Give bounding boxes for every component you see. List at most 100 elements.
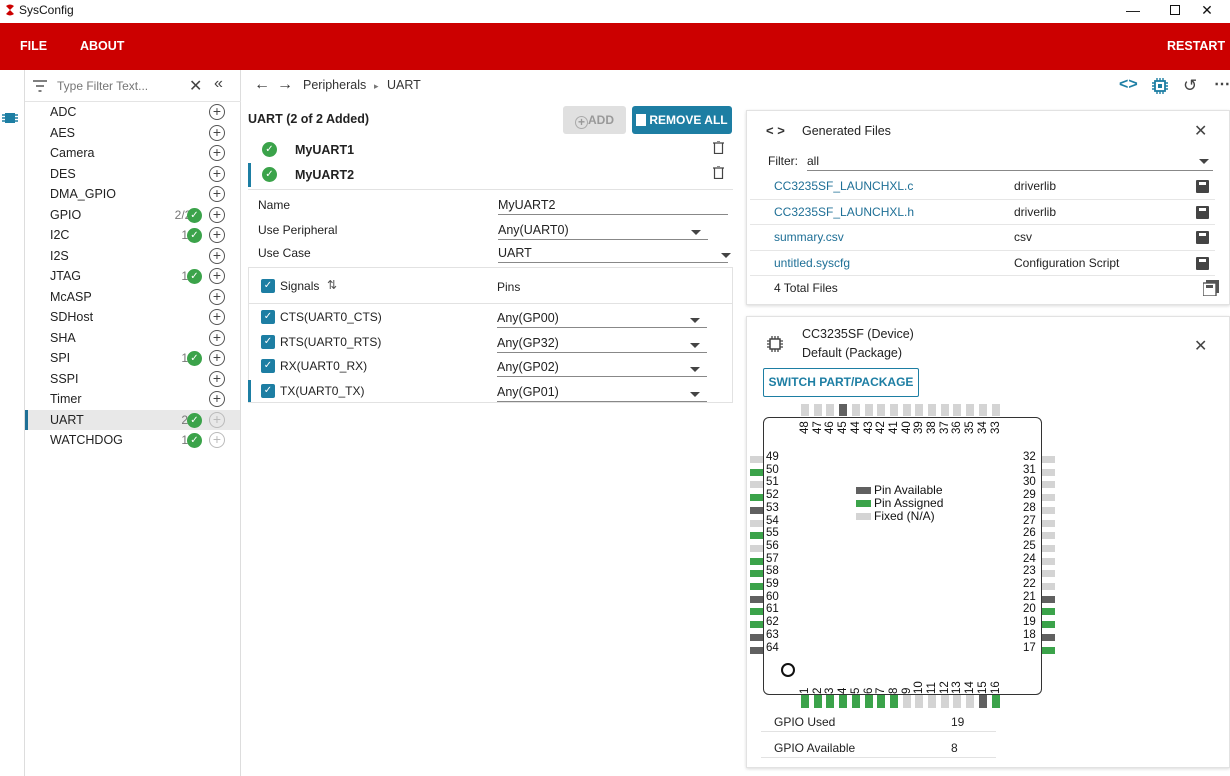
menu-about[interactable]: ABOUT <box>80 39 125 53</box>
add-button-label: ADD <box>588 113 614 127</box>
trash-icon <box>636 114 647 126</box>
instance-row-selected[interactable]: ✓ MyUART2 <box>248 163 733 187</box>
sidebar-item-jtag[interactable]: JTAG1/1✓+ <box>25 266 240 287</box>
switch-part-package-button[interactable]: SWITCH PART/PACKAGE <box>763 368 919 397</box>
sidebar-item-sspi[interactable]: SSPI + <box>25 369 240 390</box>
add-module-icon[interactable]: + <box>209 329 225 346</box>
delete-instance-icon[interactable] <box>713 163 724 187</box>
usecase-select[interactable]: UART <box>498 246 728 263</box>
sidebar-item-aes[interactable]: AES + <box>25 123 240 144</box>
sidebar-item-timer[interactable]: Timer + <box>25 389 240 410</box>
sidebar-item-des[interactable]: DES + <box>25 164 240 185</box>
save-file-icon[interactable] <box>1196 205 1209 219</box>
signal-checkbox[interactable]: ✓ <box>261 359 275 373</box>
filter-input[interactable] <box>57 78 177 94</box>
signal-checkbox[interactable]: ✓ <box>261 334 275 349</box>
file-row[interactable]: summary.csv csv <box>750 225 1215 251</box>
sidebar-item-spi[interactable]: SPI1/1✓+ <box>25 348 240 369</box>
remove-all-button[interactable]: REMOVE ALL <box>632 106 732 134</box>
sort-icon[interactable]: ⇅ <box>327 278 338 292</box>
add-module-icon[interactable]: + <box>209 227 225 243</box>
pin-select[interactable]: Any(GP01) <box>497 385 707 402</box>
close-panel-icon[interactable]: ✕ <box>1194 338 1208 355</box>
add-module-icon[interactable]: + <box>209 247 225 264</box>
signal-checkbox[interactable]: ✓ <box>261 383 275 398</box>
close-panel-icon[interactable]: ✕ <box>1194 123 1208 140</box>
name-field[interactable]: MyUART2 <box>498 198 728 215</box>
add-button: + ADD <box>563 106 626 134</box>
pin-select[interactable]: Any(GP02) <box>497 360 707 377</box>
breadcrumb-peripherals[interactable]: Peripherals <box>303 78 367 92</box>
remove-all-label: REMOVE ALL <box>649 113 728 127</box>
add-module-icon[interactable]: + <box>209 145 225 161</box>
back-arrow-icon[interactable]: ← <box>254 76 270 93</box>
sidebar-item-i2s[interactable]: I2S + <box>25 246 240 267</box>
add-module-icon[interactable]: + <box>209 124 225 141</box>
window-title: SysConfig <box>19 3 74 17</box>
generated-files-panel: < > Generated Files ✕ Filter: all CC3235… <box>746 110 1230 305</box>
add-module-icon[interactable]: + <box>209 268 225 284</box>
chip-view-icon[interactable] <box>2 110 18 129</box>
pin-select[interactable]: Any(GP00) <box>497 311 707 328</box>
close-window-button[interactable]: ✕ <box>1201 2 1213 18</box>
divider <box>248 189 733 190</box>
menu-file[interactable]: FILE <box>20 39 48 53</box>
save-file-icon[interactable] <box>1196 231 1209 244</box>
save-file-icon[interactable] <box>1196 256 1209 270</box>
delete-instance-icon[interactable] <box>713 138 724 162</box>
signal-name: RTS(UART0_RTS) <box>280 334 382 349</box>
module-header: UART (2 of 2 Added) <box>248 112 370 126</box>
collapse-sidebar-icon[interactable]: « <box>214 75 223 92</box>
add-module-icon[interactable]: + <box>209 165 225 182</box>
save-all-icon[interactable] <box>1202 280 1219 299</box>
instance-row[interactable]: ✓ MyUART1 <box>248 138 733 162</box>
sidebar-item-uart[interactable]: UART2/2✓+ <box>25 409 240 430</box>
save-file-icon[interactable] <box>1196 180 1209 193</box>
device-panel: CC3235SF (Device) Default (Package) ✕ SW… <box>746 316 1230 768</box>
file-filter-select[interactable]: all <box>807 154 1213 171</box>
forward-arrow-icon[interactable]: → <box>277 76 293 93</box>
add-module-icon[interactable]: + <box>209 104 225 120</box>
chevron-down-icon <box>690 342 700 348</box>
device-name: CC3235SF (Device) <box>802 327 914 341</box>
signal-row: ✓ CTS(UART0_CTS) Any(GP00) <box>249 306 732 330</box>
sidebar-item-gpio[interactable]: GPIO2/27✓+ <box>25 205 240 226</box>
add-module-icon[interactable]: + <box>209 288 225 305</box>
signals-header-label: Signals <box>280 279 320 293</box>
device-view-icon[interactable] <box>1151 77 1169 98</box>
sidebar-item-dma_gpio[interactable]: DMA_GPIO + <box>25 184 240 205</box>
sidebar-item-mcasp[interactable]: McASP + <box>25 287 240 308</box>
restart-button[interactable]: RESTART <box>1167 39 1226 53</box>
file-link[interactable]: CC3235SF_LAUNCHXL.h <box>774 204 915 219</box>
code-view-icon[interactable]: <> <box>1119 76 1138 93</box>
sidebar-item-sdhost[interactable]: SDHost + <box>25 307 240 328</box>
more-options-icon[interactable]: ⋯ <box>1214 76 1230 93</box>
add-module-icon[interactable]: + <box>209 206 225 223</box>
add-module-icon[interactable]: + <box>209 186 225 202</box>
add-module-icon[interactable]: + <box>209 370 225 387</box>
file-link[interactable]: summary.csv <box>774 230 844 244</box>
maximize-button[interactable] <box>1152 0 1198 23</box>
file-link[interactable]: CC3235SF_LAUNCHXL.c <box>774 179 914 193</box>
file-row[interactable]: CC3235SF_LAUNCHXL.c driverlib <box>750 174 1215 200</box>
peripheral-select[interactable]: Any(UART0) <box>498 223 708 240</box>
clear-filter-icon[interactable]: ✕ <box>189 78 203 95</box>
file-row[interactable]: CC3235SF_LAUNCHXL.h driverlib <box>750 200 1215 225</box>
signal-checkbox[interactable]: ✓ <box>261 310 275 324</box>
minimize-button[interactable]: — <box>1126 2 1140 18</box>
select-all-checkbox[interactable]: ✓ <box>261 279 275 293</box>
sidebar-item-camera[interactable]: Camera + <box>25 143 240 164</box>
add-module-icon[interactable]: + <box>209 350 225 366</box>
signal-row: ✓ RTS(UART0_RTS) Any(GP32) <box>249 331 732 355</box>
sidebar-item-watchdog[interactable]: WATCHDOG1/1✓+ <box>25 430 240 451</box>
sidebar-item-sha[interactable]: SHA + <box>25 328 240 349</box>
add-module-icon[interactable]: + <box>209 391 225 407</box>
file-link[interactable]: untitled.syscfg <box>774 255 851 270</box>
pin-select[interactable]: Any(GP32) <box>497 336 707 353</box>
sidebar-item-adc[interactable]: ADC + <box>25 102 240 123</box>
file-row[interactable]: untitled.syscfg Configuration Script <box>750 251 1215 276</box>
selection-indicator <box>248 379 251 402</box>
sidebar-item-i2c[interactable]: I2C1/1✓+ <box>25 225 240 246</box>
add-module-icon[interactable]: + <box>209 309 225 325</box>
history-icon[interactable]: ↺ <box>1183 76 1198 95</box>
